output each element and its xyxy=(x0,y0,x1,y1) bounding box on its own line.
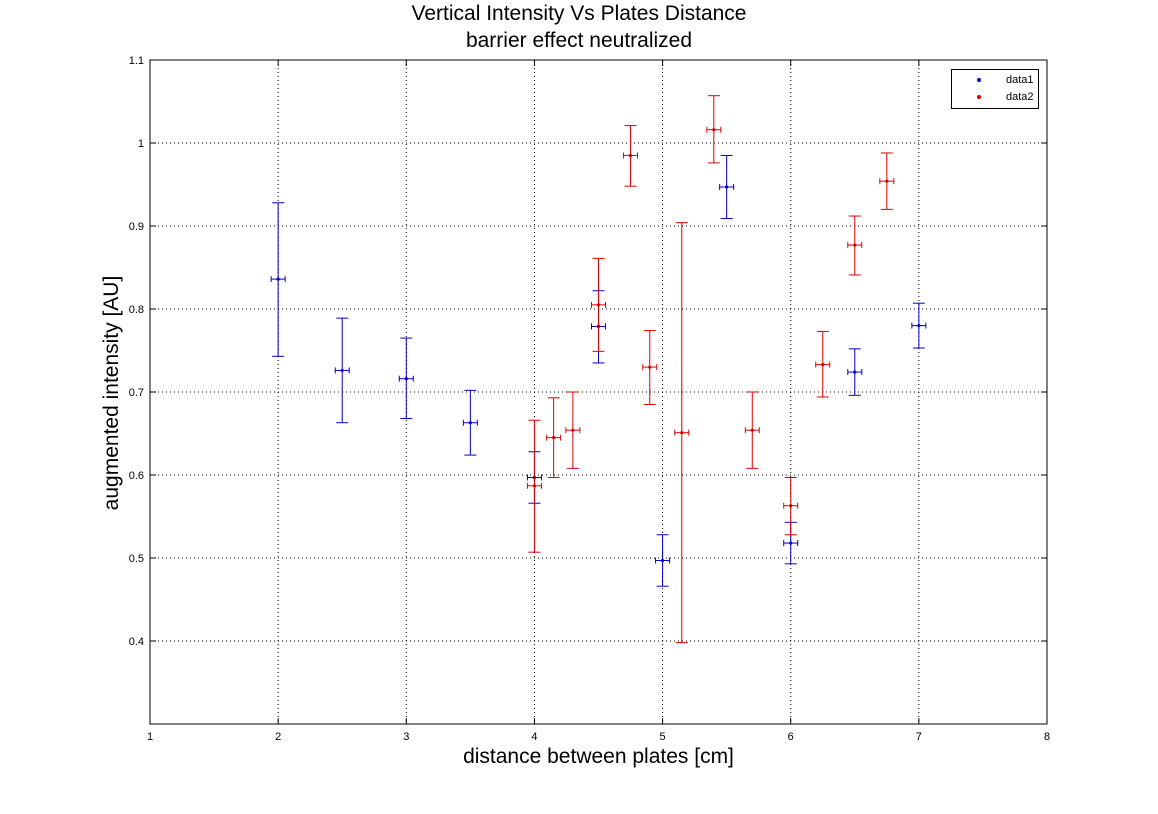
data1-point-0 xyxy=(276,277,280,281)
data2-point-5 xyxy=(648,365,652,369)
x-tick-label-0: 1 xyxy=(147,731,153,743)
data1-point-9 xyxy=(853,370,857,374)
data2-point-1 xyxy=(552,436,556,440)
y-tick-label-7: 1.1 xyxy=(129,55,144,67)
legend-marker-data2 xyxy=(977,95,981,99)
y-tick-label-6: 1 xyxy=(138,138,144,150)
data2-point-3 xyxy=(596,303,601,307)
legend-label-data1: data1 xyxy=(1006,74,1034,86)
legend-item-data1: data1 xyxy=(952,72,1038,88)
data2-point-2 xyxy=(571,428,575,432)
data2-point-9 xyxy=(789,504,793,508)
legend-marker-data1 xyxy=(977,78,981,82)
legend: data1 data2 xyxy=(951,69,1039,109)
data2-point-12 xyxy=(885,179,889,183)
y-tick-label-4: 0.8 xyxy=(129,304,144,316)
x-tick-label-7: 8 xyxy=(1044,731,1050,743)
y-tick-label-2: 0.6 xyxy=(129,470,144,482)
data1-point-2 xyxy=(404,377,408,381)
data2-point-8 xyxy=(750,428,754,432)
x-tick-label-3: 4 xyxy=(531,731,537,743)
x-tick-label-5: 6 xyxy=(788,731,794,743)
data2-point-6 xyxy=(680,431,684,435)
y-tick-label-3: 0.7 xyxy=(129,387,144,399)
x-tick-label-6: 7 xyxy=(916,731,922,743)
legend-label-data2: data2 xyxy=(1006,91,1034,103)
data1-point-1 xyxy=(340,368,344,373)
data2-point-7 xyxy=(712,128,716,132)
y-tick-label-1: 0.5 xyxy=(129,553,144,565)
data1-point-6 xyxy=(660,558,665,563)
data2-point-11 xyxy=(853,243,857,247)
x-tick-label-4: 5 xyxy=(660,731,666,743)
y-axis-label: augmented intensity [AU] xyxy=(100,275,123,511)
data1-point-3 xyxy=(468,421,472,425)
y-tick-label-5: 0.9 xyxy=(129,221,144,233)
y-tick-label-0: 0.4 xyxy=(129,636,144,648)
chart-title: Vertical Intensity Vs Plates Distance xyxy=(411,2,747,25)
x-tick-label-1: 2 xyxy=(275,731,281,743)
chart-subtitle: barrier effect neutralized xyxy=(465,29,693,52)
legend-item-data2: data2 xyxy=(952,89,1038,105)
x-tick-label-2: 3 xyxy=(403,731,409,743)
data2-point-0 xyxy=(532,484,537,488)
data2-point-4 xyxy=(628,153,633,158)
data1-point-7 xyxy=(725,185,729,189)
data1-point-8 xyxy=(789,541,793,545)
data2-point-10 xyxy=(821,363,825,367)
x-axis-label: distance between plates [cm] xyxy=(463,745,734,768)
data1-point-10 xyxy=(917,324,921,328)
